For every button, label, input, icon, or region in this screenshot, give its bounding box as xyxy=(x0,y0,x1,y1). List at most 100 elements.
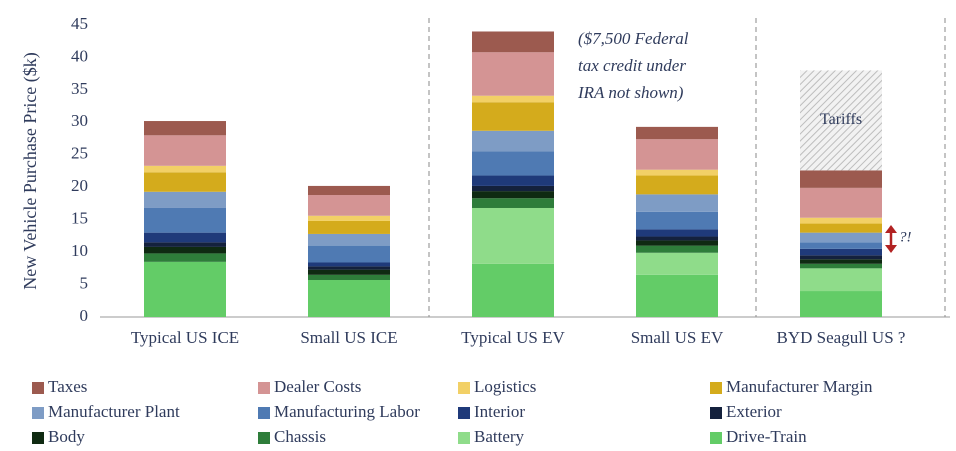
bar-segment xyxy=(472,175,554,186)
bar-segment xyxy=(144,191,226,208)
bar-segment xyxy=(636,236,718,241)
bar-segment xyxy=(472,95,554,103)
legend-swatch xyxy=(258,382,270,394)
legend-swatch xyxy=(32,432,44,444)
legend-label: Logistics xyxy=(474,377,536,396)
legend-swatch xyxy=(710,407,722,419)
bar-segment xyxy=(800,255,882,260)
bar-segment xyxy=(636,211,718,230)
legend-swatch xyxy=(32,382,44,394)
legend-label: Battery xyxy=(474,427,525,446)
y-tick-label: 35 xyxy=(71,79,88,98)
bar-segment xyxy=(636,126,718,140)
bar-segment xyxy=(308,195,390,216)
bar-segment xyxy=(636,169,718,176)
legend-label: Exterior xyxy=(726,402,782,421)
bar-segment xyxy=(144,172,226,192)
bar-segment xyxy=(800,268,882,292)
x-tick-label: Small US EV xyxy=(631,328,724,347)
arrow-head xyxy=(885,225,897,233)
y-tick-label: 40 xyxy=(71,46,88,65)
bar-segment xyxy=(308,266,390,270)
y-tick-label: 25 xyxy=(71,144,88,163)
legend-label: Body xyxy=(48,427,85,446)
bar-segment xyxy=(144,121,226,136)
legend-swatch xyxy=(710,432,722,444)
bar-segment xyxy=(308,215,390,221)
bar-segment xyxy=(144,261,226,317)
bar-segment xyxy=(144,165,226,173)
bar-segment xyxy=(636,240,718,246)
bar-segment xyxy=(636,245,718,253)
bar-segment xyxy=(800,259,882,264)
legend-label: Chassis xyxy=(274,427,326,446)
bar-segment xyxy=(800,223,882,233)
y-tick-label: 20 xyxy=(71,176,88,195)
bar-segment xyxy=(800,187,882,218)
arrow-head xyxy=(885,245,897,253)
bar-segment xyxy=(800,242,882,249)
bar-segment xyxy=(144,135,226,166)
bar-segment xyxy=(472,52,554,96)
bar-segment xyxy=(636,139,718,170)
y-tick-label: 15 xyxy=(71,209,88,228)
bar-segment xyxy=(144,242,226,247)
y-tick-label: 5 xyxy=(80,273,89,292)
y-tick-label: 0 xyxy=(80,306,89,325)
bar-segment xyxy=(636,274,718,317)
legend-swatch xyxy=(458,407,470,419)
bar-segment xyxy=(144,253,226,262)
bar-segment xyxy=(472,130,554,152)
bar-segment xyxy=(308,220,390,234)
legend-swatch xyxy=(458,432,470,444)
bar-segment xyxy=(800,217,882,224)
bar-segment xyxy=(472,198,554,208)
bar-segment xyxy=(636,252,718,275)
bar-segment xyxy=(800,263,882,269)
bar-segment xyxy=(800,232,882,243)
x-tick-label: Typical US ICE xyxy=(131,328,239,347)
tariff-label: Tariffs xyxy=(820,111,862,128)
bar-segment xyxy=(800,248,882,256)
bar-segment xyxy=(144,207,226,233)
x-tick-label: Small US ICE xyxy=(300,328,397,347)
annotation: tax credit under xyxy=(578,56,686,75)
legend-swatch xyxy=(710,382,722,394)
bar-segment xyxy=(636,194,718,212)
x-tick-label: Typical US EV xyxy=(461,328,565,347)
legend-swatch xyxy=(258,407,270,419)
bar-segment xyxy=(308,245,390,263)
bar-segment xyxy=(308,185,390,196)
tariff-segment xyxy=(800,70,882,171)
bar-segment xyxy=(636,175,718,195)
legend-swatch xyxy=(32,407,44,419)
bar-segment xyxy=(472,31,554,53)
y-tick-label: 30 xyxy=(71,111,88,130)
bar-segment xyxy=(308,280,390,317)
bar-segment xyxy=(472,185,554,192)
annotation: ($7,500 Federal xyxy=(578,29,689,48)
y-axis-title: New Vehicle Purchase Price ($k) xyxy=(20,52,41,290)
bar-segment xyxy=(472,191,554,199)
legend-label: Manufacturer Plant xyxy=(48,402,180,421)
bar-segment xyxy=(308,233,390,246)
bar-segment xyxy=(472,207,554,264)
x-tick-label: BYD Seagull US ? xyxy=(777,328,906,347)
legend-swatch xyxy=(258,432,270,444)
bar-segment xyxy=(308,274,390,281)
bar-segment xyxy=(144,232,226,243)
bar-segment xyxy=(308,269,390,275)
bar-segment xyxy=(800,291,882,317)
legend-label: Drive-Train xyxy=(726,427,807,446)
y-tick-label: 45 xyxy=(71,14,88,33)
annotation: IRA not shown) xyxy=(577,83,684,102)
legend-label: Taxes xyxy=(48,377,87,396)
bar-segment xyxy=(472,151,554,176)
annotation: ?! xyxy=(899,229,912,245)
legend-label: Manufacturing Labor xyxy=(274,402,420,421)
bar-segment xyxy=(636,229,718,237)
legend-label: Interior xyxy=(474,402,525,421)
bar-segment xyxy=(144,246,226,254)
bar-segment xyxy=(472,263,554,317)
